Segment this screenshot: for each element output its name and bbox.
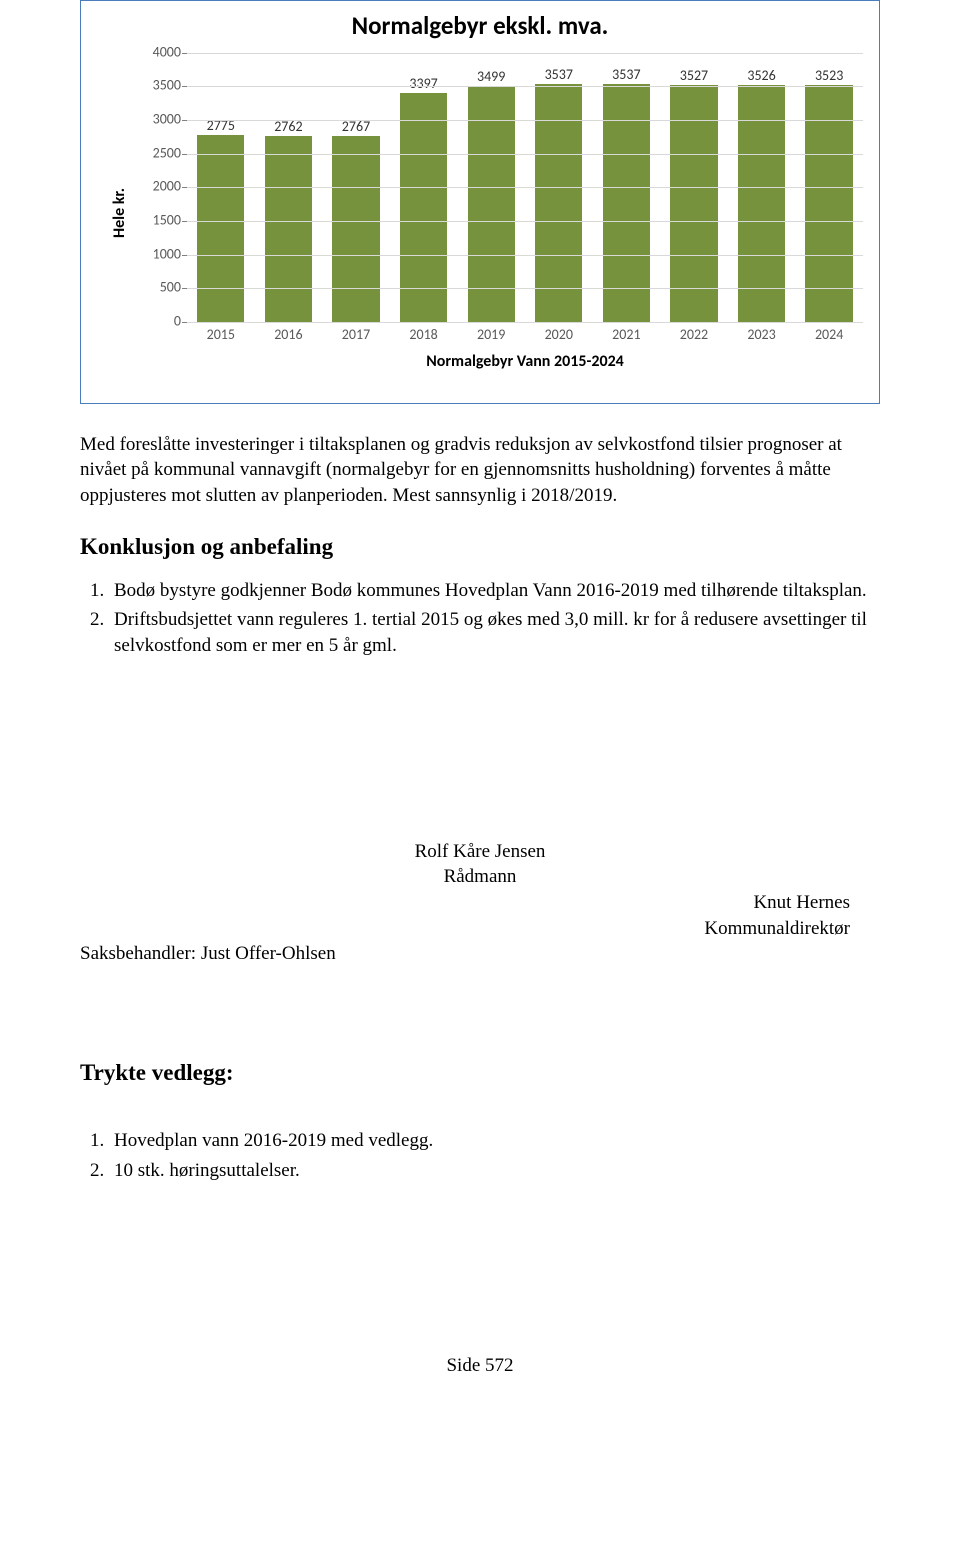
y-tick-label: 500 bbox=[143, 279, 181, 298]
y-tick-label: 2500 bbox=[143, 144, 181, 163]
bar-value-label: 3537 bbox=[545, 66, 573, 85]
list-text: Driftsbudsjettet vann reguleres 1. terti… bbox=[114, 607, 880, 658]
bar-value-label: 3537 bbox=[612, 66, 640, 85]
gridline bbox=[187, 120, 863, 121]
list-item: 1.Bodø bystyre godkjenner Bodø kommunes … bbox=[80, 578, 880, 604]
y-tick bbox=[182, 86, 187, 87]
bar: 2767 bbox=[332, 136, 379, 322]
bar-value-label: 3523 bbox=[815, 67, 843, 86]
attachments-list: 1.Hovedplan vann 2016-2019 med vedlegg.2… bbox=[80, 1128, 880, 1183]
conclusion-heading: Konklusjon og anbefaling bbox=[80, 531, 880, 562]
x-tick-label: 2022 bbox=[660, 326, 728, 345]
list-text: Hovedplan vann 2016-2019 med vedlegg. bbox=[114, 1128, 880, 1154]
y-tick bbox=[182, 288, 187, 289]
gridline bbox=[187, 154, 863, 155]
gridline bbox=[187, 288, 863, 289]
gridline bbox=[187, 255, 863, 256]
signature-title-1: Rådmann bbox=[80, 864, 880, 890]
signature-title-2: Kommunaldirektør bbox=[80, 916, 880, 942]
y-tick-label: 0 bbox=[143, 312, 181, 331]
x-tick-label: 2024 bbox=[795, 326, 863, 345]
y-tick bbox=[182, 187, 187, 188]
x-tick-label: 2018 bbox=[390, 326, 458, 345]
bar-value-label: 3499 bbox=[477, 68, 505, 87]
x-axis-label: Normalgebyr Vann 2015-2024 bbox=[187, 351, 863, 373]
y-tick bbox=[182, 154, 187, 155]
gridline bbox=[187, 221, 863, 222]
chart-plot: 2775 2762 2767 3397 3499 3537 3537 3527 3526 3523… bbox=[187, 53, 863, 323]
list-item: 2.Driftsbudsjettet vann reguleres 1. ter… bbox=[80, 607, 880, 658]
list-number: 2. bbox=[80, 607, 114, 658]
bar: 2762 bbox=[265, 136, 312, 322]
gridline bbox=[187, 322, 863, 323]
bar: 2775 bbox=[197, 135, 244, 322]
y-tick bbox=[182, 120, 187, 121]
list-text: 10 stk. høringsuttalelser. bbox=[114, 1158, 880, 1184]
y-tick-label: 3000 bbox=[143, 111, 181, 130]
case-handler: Saksbehandler: Just Offer-Ohlsen bbox=[80, 941, 880, 967]
signature-name-2: Knut Hernes bbox=[80, 890, 880, 916]
y-tick-label: 2000 bbox=[143, 178, 181, 197]
list-item: 2.10 stk. høringsuttalelser. bbox=[80, 1158, 880, 1184]
x-tick-label: 2015 bbox=[187, 326, 255, 345]
list-number: 1. bbox=[80, 1128, 114, 1154]
intro-paragraph: Med foreslåtte investeringer i tiltakspl… bbox=[80, 432, 880, 509]
x-tick-label: 2019 bbox=[457, 326, 525, 345]
chart-title: Normalgebyr ekskl. mva. bbox=[93, 9, 867, 43]
y-tick bbox=[182, 255, 187, 256]
chart-container: Normalgebyr ekskl. mva. Hele kr. 2775 276… bbox=[80, 0, 880, 404]
list-number: 2. bbox=[80, 1158, 114, 1184]
chart-area: Hele kr. 2775276227673397349935373537352… bbox=[147, 43, 863, 383]
x-tick-label: 2020 bbox=[525, 326, 593, 345]
x-tick-label: 2021 bbox=[593, 326, 661, 345]
y-tick bbox=[182, 53, 187, 54]
bar-value-label: 3526 bbox=[747, 67, 775, 86]
y-tick-label: 4000 bbox=[143, 43, 181, 62]
gridline bbox=[187, 86, 863, 87]
gridline bbox=[187, 53, 863, 54]
x-tick-label: 2016 bbox=[255, 326, 323, 345]
attachments-heading: Trykte vedlegg: bbox=[80, 1057, 880, 1088]
bar: 3499 bbox=[468, 86, 515, 321]
list-text: Bodø bystyre godkjenner Bodø kommunes Ho… bbox=[114, 578, 880, 604]
y-tick-label: 3500 bbox=[143, 77, 181, 96]
list-number: 1. bbox=[80, 578, 114, 604]
conclusion-list: 1.Bodø bystyre godkjenner Bodø kommunes … bbox=[80, 578, 880, 659]
page-footer: Side 572 bbox=[80, 1353, 880, 1379]
x-tick-label: 2017 bbox=[322, 326, 390, 345]
y-tick bbox=[182, 322, 187, 323]
signature-name-1: Rolf Kåre Jensen bbox=[80, 839, 880, 865]
list-item: 1.Hovedplan vann 2016-2019 med vedlegg. bbox=[80, 1128, 880, 1154]
y-tick-label: 1000 bbox=[143, 245, 181, 264]
bar-value-label: 3397 bbox=[409, 75, 437, 94]
x-tick-label: 2023 bbox=[728, 326, 796, 345]
y-tick-label: 1500 bbox=[143, 211, 181, 230]
bar-value-label: 3527 bbox=[680, 67, 708, 86]
signature-block: Rolf Kåre Jensen Rådmann Knut Hernes Kom… bbox=[80, 839, 880, 967]
x-axis-labels: 2015201620172018201920202021202220232024 bbox=[187, 326, 863, 345]
y-tick bbox=[182, 221, 187, 222]
y-axis-label: Hele kr. bbox=[109, 188, 131, 238]
gridline bbox=[187, 187, 863, 188]
